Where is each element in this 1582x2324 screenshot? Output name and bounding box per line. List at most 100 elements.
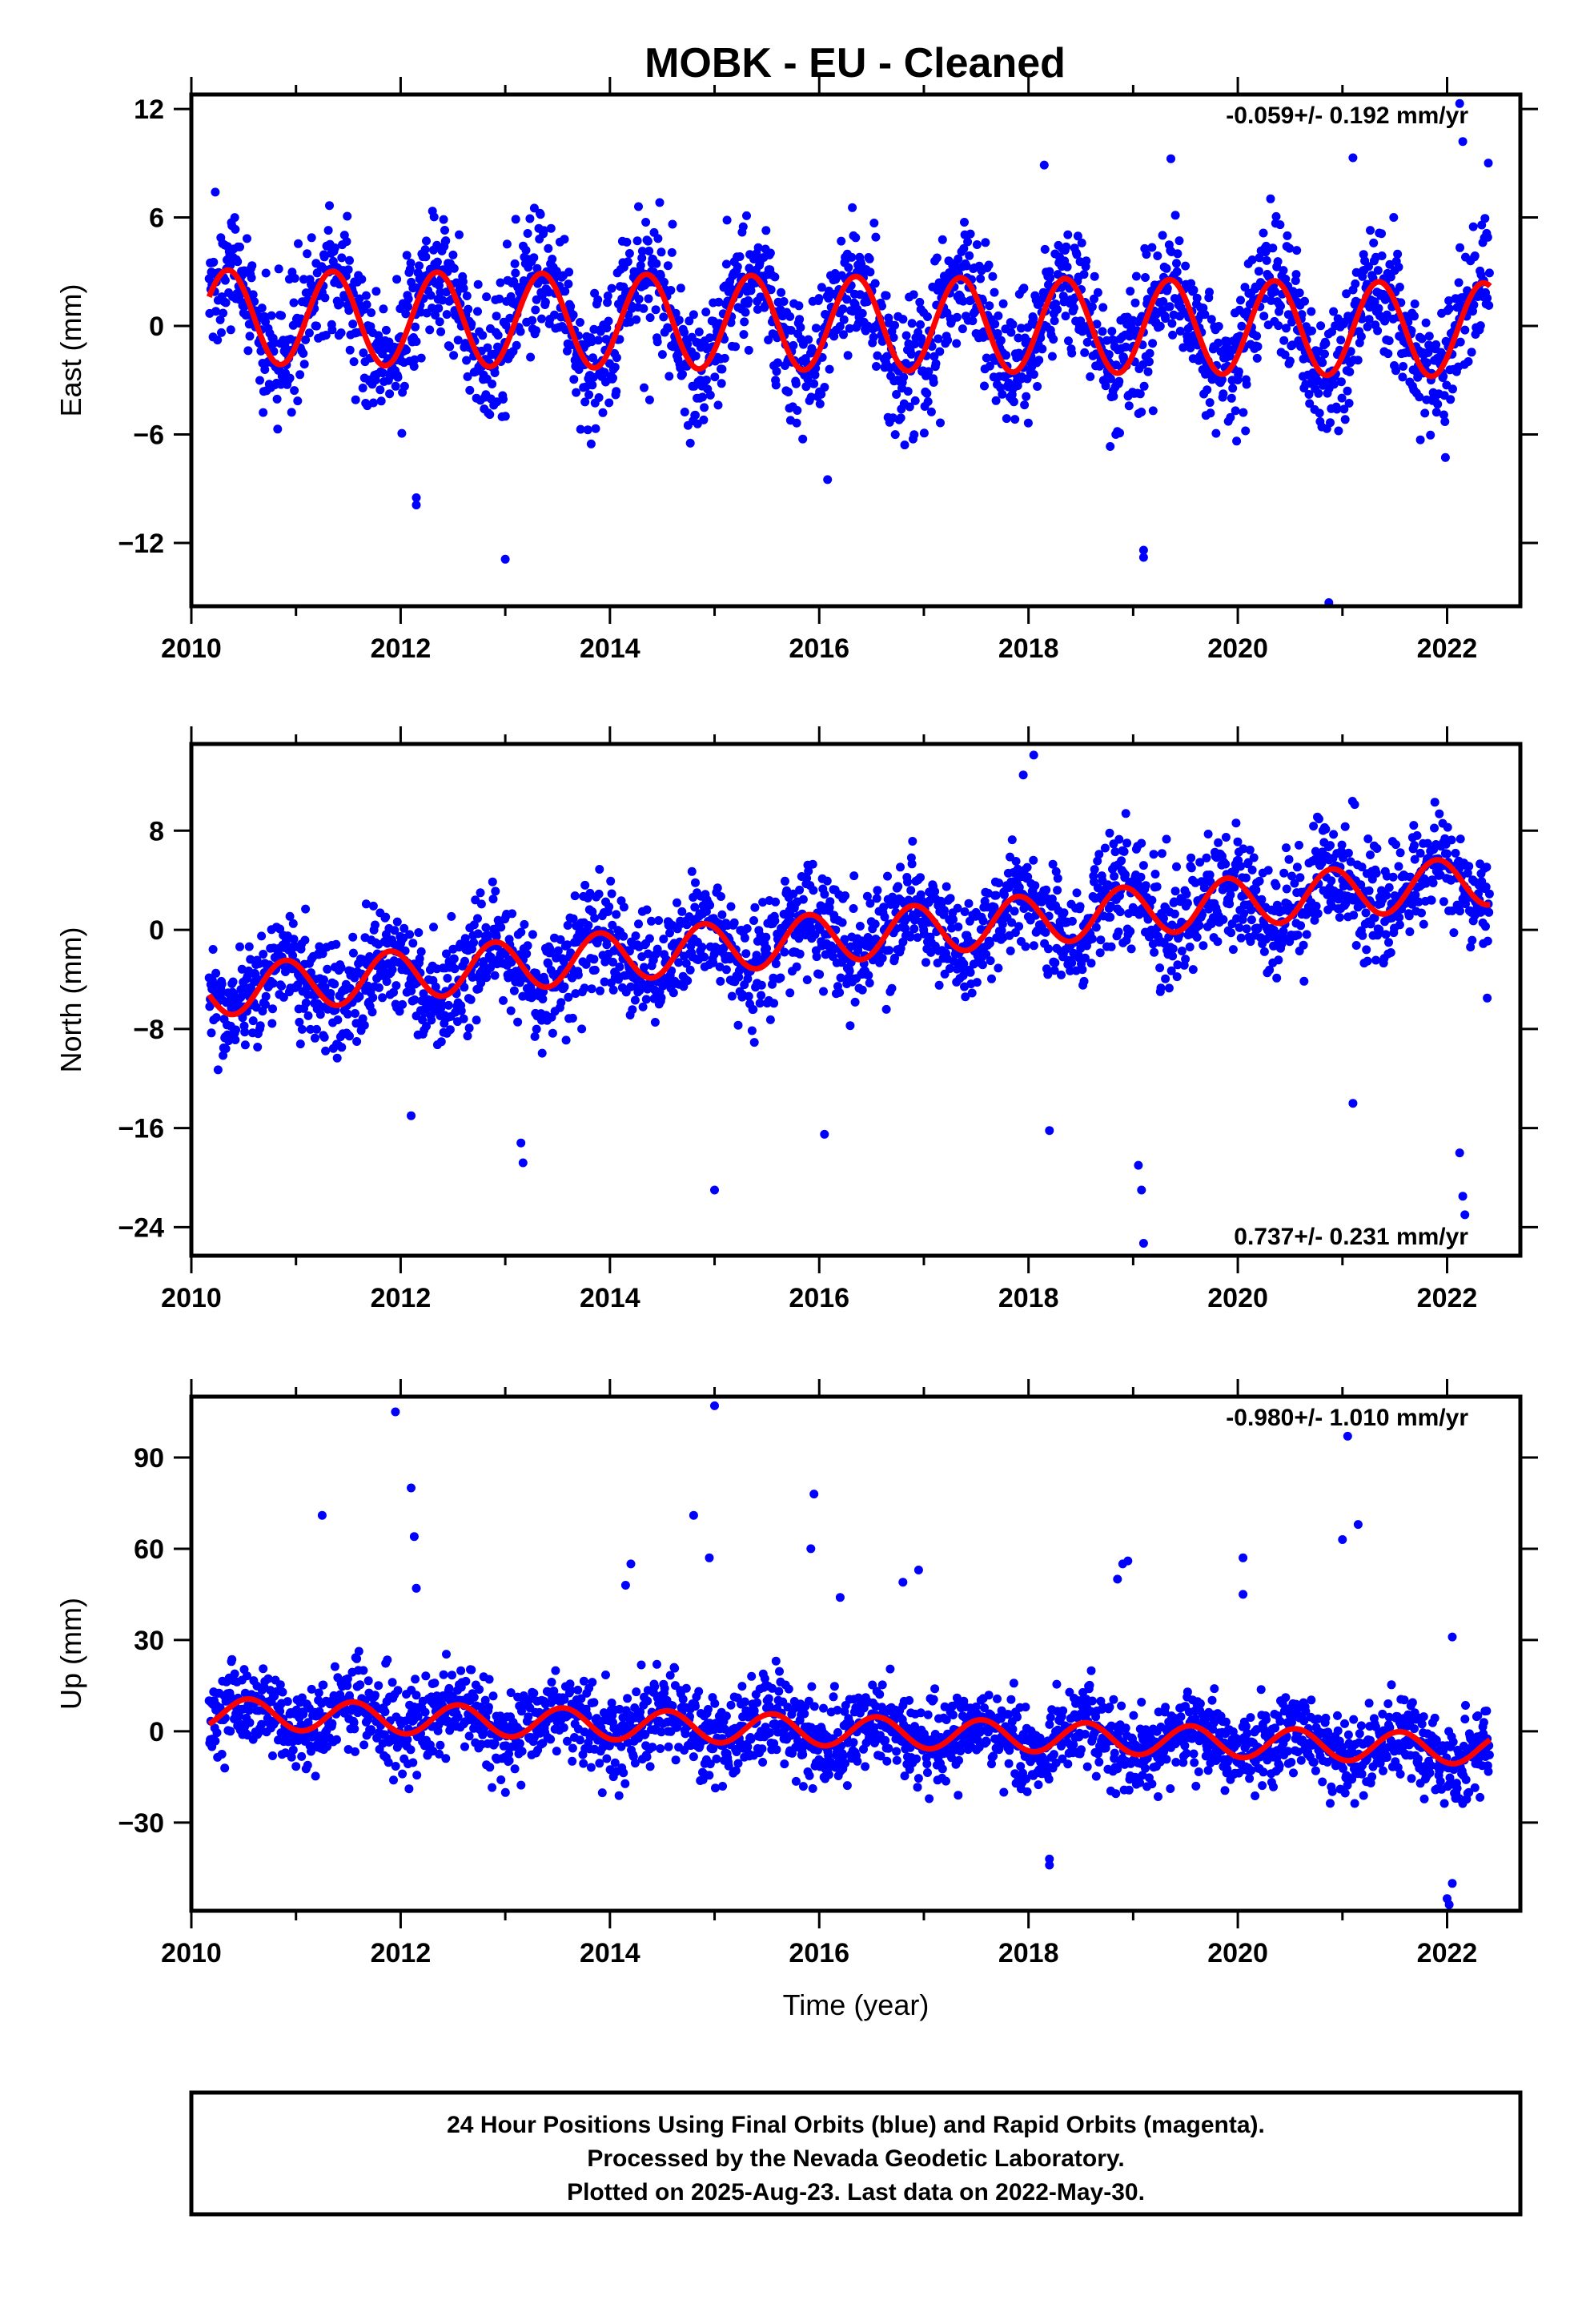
data-point <box>327 325 337 335</box>
data-point <box>1449 928 1459 938</box>
data-point <box>812 952 821 962</box>
data-point <box>701 376 711 384</box>
data-point <box>700 403 709 412</box>
data-point <box>624 249 634 258</box>
outlier-point <box>1029 750 1038 760</box>
data-point <box>771 380 781 390</box>
data-point <box>757 991 766 1000</box>
data-point <box>379 304 388 314</box>
y-tick-label: −6 <box>133 420 164 450</box>
data-point <box>1430 798 1439 807</box>
data-point <box>984 260 994 270</box>
data-point <box>1274 955 1283 965</box>
data-point <box>1315 408 1324 418</box>
data-point <box>393 372 403 382</box>
data-point <box>893 882 903 891</box>
data-point <box>632 315 641 324</box>
data-point <box>427 1015 436 1025</box>
data-point <box>1247 865 1257 875</box>
data-point <box>268 1004 277 1014</box>
data-point <box>952 339 962 348</box>
data-point <box>560 235 569 244</box>
data-point <box>275 1680 285 1690</box>
data-point <box>1115 907 1125 917</box>
data-point <box>643 236 652 246</box>
data-point <box>1168 330 1178 340</box>
data-point <box>1334 426 1343 436</box>
outlier-point <box>1138 545 1148 555</box>
data-point <box>569 375 579 384</box>
data-point <box>1326 841 1335 850</box>
data-point <box>1182 899 1192 908</box>
data-point <box>1386 948 1395 957</box>
data-point <box>312 321 321 331</box>
data-point <box>673 898 681 907</box>
data-point <box>1053 305 1062 314</box>
data-point <box>644 294 653 304</box>
data-point <box>685 965 695 975</box>
x-tick-label: 2020 <box>1207 633 1268 664</box>
data-point <box>877 954 887 963</box>
data-point <box>385 389 395 399</box>
data-point <box>277 981 287 991</box>
y-tick-label: −24 <box>118 1212 164 1243</box>
data-point <box>1394 862 1403 871</box>
data-point <box>478 331 488 340</box>
data-point <box>589 955 599 964</box>
data-point <box>1484 889 1494 899</box>
data-point <box>1446 395 1456 404</box>
data-point <box>1225 899 1235 909</box>
data-point <box>781 876 789 886</box>
data-point <box>345 255 354 265</box>
data-point <box>1227 928 1236 938</box>
data-point <box>537 314 546 324</box>
data-point <box>303 249 312 259</box>
data-point <box>536 210 545 219</box>
data-point <box>769 999 779 1008</box>
data-point <box>1053 886 1062 895</box>
data-point <box>1231 406 1240 416</box>
data-point <box>532 263 542 273</box>
data-point <box>1067 916 1077 926</box>
data-point <box>490 368 500 377</box>
data-point <box>985 301 994 311</box>
data-point <box>1291 270 1301 279</box>
data-point <box>772 367 781 376</box>
data-point <box>342 237 351 247</box>
data-point <box>1249 853 1259 862</box>
x-tick-label: 2022 <box>1417 1283 1478 1313</box>
data-point <box>678 369 687 379</box>
data-point <box>966 967 975 977</box>
data-point <box>1483 293 1492 303</box>
data-point <box>580 397 590 407</box>
data-point <box>1274 321 1283 331</box>
data-point <box>257 931 267 941</box>
data-point <box>1307 326 1316 336</box>
data-point <box>776 973 785 983</box>
data-point <box>1148 406 1158 416</box>
data-point <box>445 342 455 352</box>
data-point <box>986 956 995 966</box>
data-point <box>594 393 604 402</box>
data-point <box>1044 944 1053 954</box>
data-point <box>785 988 795 998</box>
data-point <box>946 894 955 903</box>
data-point <box>330 243 339 252</box>
data-point <box>593 295 603 304</box>
data-point <box>1268 243 1278 253</box>
data-point <box>1351 279 1360 288</box>
data-point <box>1202 853 1211 862</box>
data-point <box>240 1027 250 1037</box>
data-point <box>887 983 897 993</box>
data-point <box>642 905 652 915</box>
data-point <box>820 890 829 899</box>
data-point <box>1042 885 1051 895</box>
data-point <box>890 320 899 330</box>
data-point <box>391 981 401 991</box>
data-point <box>607 283 616 293</box>
data-point <box>1090 271 1099 281</box>
data-point <box>717 364 727 374</box>
data-point <box>780 947 789 957</box>
data-point <box>1295 288 1304 298</box>
data-point <box>630 995 640 1005</box>
